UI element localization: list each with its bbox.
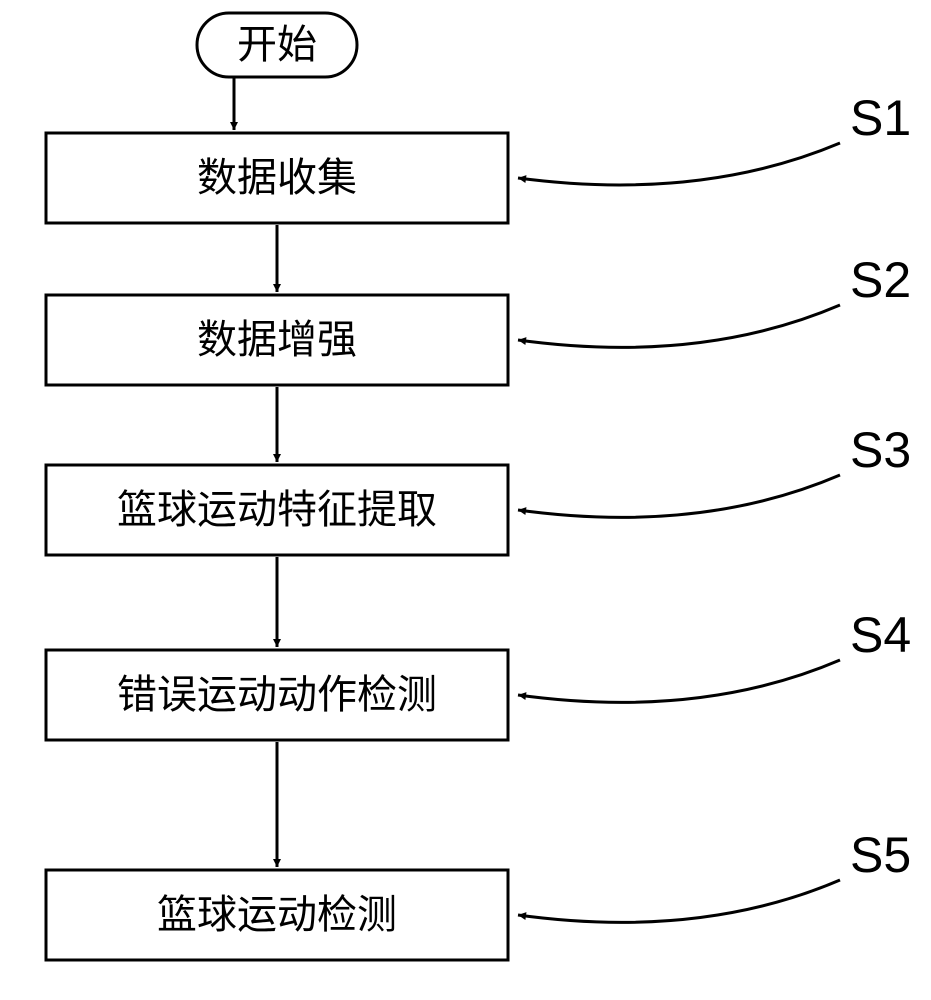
annotation-pointer-1 (518, 143, 840, 185)
annotation-label-1: S1 (850, 90, 911, 146)
annotation-label-5: S5 (850, 827, 911, 883)
process-label-1: 数据收集 (197, 156, 357, 200)
annotation-label-2: S2 (850, 252, 911, 308)
annotation-pointer-5 (518, 880, 840, 922)
annotation-pointer-2 (518, 305, 840, 347)
annotation-label-4: S4 (850, 607, 911, 663)
process-label-3: 篮球运动特征提取 (117, 488, 437, 532)
process-label-2: 数据增强 (197, 318, 357, 362)
process-label-4: 错误运动动作检测 (117, 673, 437, 717)
process-label-5: 篮球运动检测 (157, 893, 397, 937)
annotation-pointer-4 (518, 660, 840, 702)
flowchart-canvas: 开始数据收集 S1 数据增强 S2 篮球运动特征提取 S3 错误运动动作检测 S4 篮球运动检测… (0, 0, 931, 1000)
start-label: 开始 (237, 23, 317, 67)
annotation-pointer-3 (518, 475, 840, 517)
annotation-label-3: S3 (850, 422, 911, 478)
